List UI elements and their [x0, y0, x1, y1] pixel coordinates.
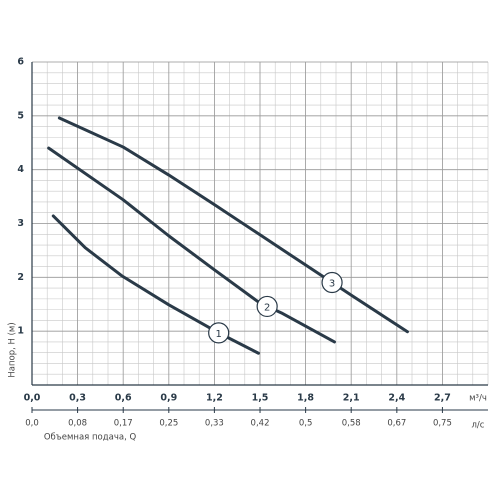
x-tick-label: 1,5: [252, 393, 269, 404]
x-tick-label: 2,4: [388, 393, 405, 404]
x-tick-label: 1,2: [206, 393, 223, 404]
y-tick-label: 3: [17, 218, 24, 229]
x2-tick-label: 0,58: [342, 419, 361, 429]
curve-label-circle: [208, 322, 230, 344]
x-axis-label: Объемная подача, Q: [44, 433, 137, 443]
x2-tick-label: 0,17: [114, 419, 133, 429]
curve-label-circle: [321, 271, 343, 294]
x-tick-label: 1,8: [297, 393, 314, 404]
x-tick-label: 0,6: [115, 393, 132, 404]
x2-tick-label: 0,67: [387, 419, 406, 429]
x2-tick-label: 0,75: [433, 419, 452, 429]
y-tick-label: 2: [17, 272, 24, 283]
x2-tick-label: 0,33: [205, 419, 224, 429]
x-tick-label: 2,7: [434, 393, 451, 404]
curve: [47, 146, 336, 344]
x2-unit: л/с: [472, 421, 485, 431]
x2-tick-label: 0,0: [25, 419, 39, 429]
y-axis-label: Напор, H (м): [8, 322, 18, 377]
x-tick-label: 0,0: [24, 393, 41, 404]
x2-tick-label: 0,25: [159, 419, 178, 429]
x2-tick-label: 0,08: [68, 419, 87, 429]
x-tick-label: 0,3: [69, 393, 86, 404]
legend-label: 2: [264, 302, 270, 313]
curve-label-circle: [256, 295, 278, 318]
y-tick-label: 4: [17, 164, 24, 175]
legend-label: 3: [329, 279, 335, 290]
y-tick-label: 6: [17, 57, 24, 68]
x2-tick-label: 0,42: [251, 419, 270, 429]
curve: [57, 116, 409, 334]
x-tick-label: 0,9: [160, 393, 177, 404]
x-unit: м³/ч: [469, 394, 487, 404]
y-tick-label: 1: [17, 326, 24, 337]
y-tick-label: 5: [17, 110, 24, 121]
x-tick-label: 2,1: [343, 393, 360, 404]
x2-tick-label: 0,5: [299, 419, 313, 429]
legend-label: 1: [215, 329, 221, 340]
